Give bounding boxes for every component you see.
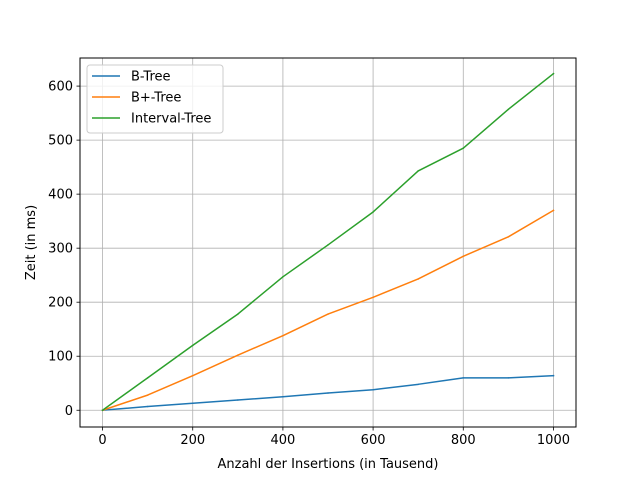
data-point-b-tree [552,374,555,377]
data-point-b-tree [417,278,419,280]
data-point-b-tree [327,313,329,315]
y-tick-label: 300 [48,242,73,257]
data-point-interval-tree [237,313,239,315]
data-point-b-tree [146,394,149,396]
data-point-interval-tree [552,72,555,75]
data-point-b-tree [237,399,239,401]
legend-box [86,64,224,134]
data-point-b-tree [372,296,374,299]
data-point-b-tree [507,236,510,238]
data-point-interval-tree [191,344,194,347]
legend: B-Tree B+-Tree Interval-Tree [86,64,224,134]
data-point-b-tree [282,396,284,398]
y-tick-label: 500 [48,134,73,149]
y-tick-label: 0 [65,404,73,419]
y-axis-label: Zeit (in ms) [24,205,39,280]
x-tick-label: 400 [270,433,295,448]
data-point-b-tree [372,388,374,391]
y-tick-label: 400 [48,188,73,203]
x-tick-label: 200 [180,433,205,448]
x-tick-label: 0 [98,433,106,448]
legend-label: B-Tree [131,70,171,85]
data-point-b-tree [191,402,194,404]
data-point-interval-tree [101,409,104,411]
data-point-interval-tree [507,108,510,111]
data-point-b-tree [462,255,465,258]
plot-frame [79,57,577,428]
grid [80,58,576,427]
data-point-b-tree [552,209,555,212]
data-point-b-tree [282,334,284,337]
data-point-b-tree [191,374,194,377]
data-point-b-tree [237,354,239,356]
data-point-interval-tree [327,244,329,246]
data-point-b-tree [327,392,329,394]
x-tick-label: 1000 [537,433,570,448]
data-point-b-tree [417,383,419,386]
data-point-interval-tree [417,170,419,172]
x-tick-label: 800 [451,433,476,448]
data-point-interval-tree [146,377,149,379]
x-tick-label: 600 [361,433,386,448]
x-axis-label: Anzahl der Insertions (in Tausend) [217,457,438,472]
y-tick-label: 200 [48,296,73,311]
legend-label: B+-Tree [131,91,181,106]
y-tick-label: 600 [48,80,73,95]
y-tick-label: 100 [48,350,73,365]
data-point-interval-tree [462,147,465,149]
data-point-b-tree [462,377,465,379]
data-point-interval-tree [282,276,284,278]
series-lines [101,72,555,412]
data-point-b-tree [146,405,149,408]
legend-label: Interval-Tree [131,112,211,127]
data-point-b-tree [507,377,510,379]
axis-ticks: 0 200 400 600 800 1000 0 100 200 300 400 500 600 [48,80,570,448]
data-point-interval-tree [372,211,374,213]
